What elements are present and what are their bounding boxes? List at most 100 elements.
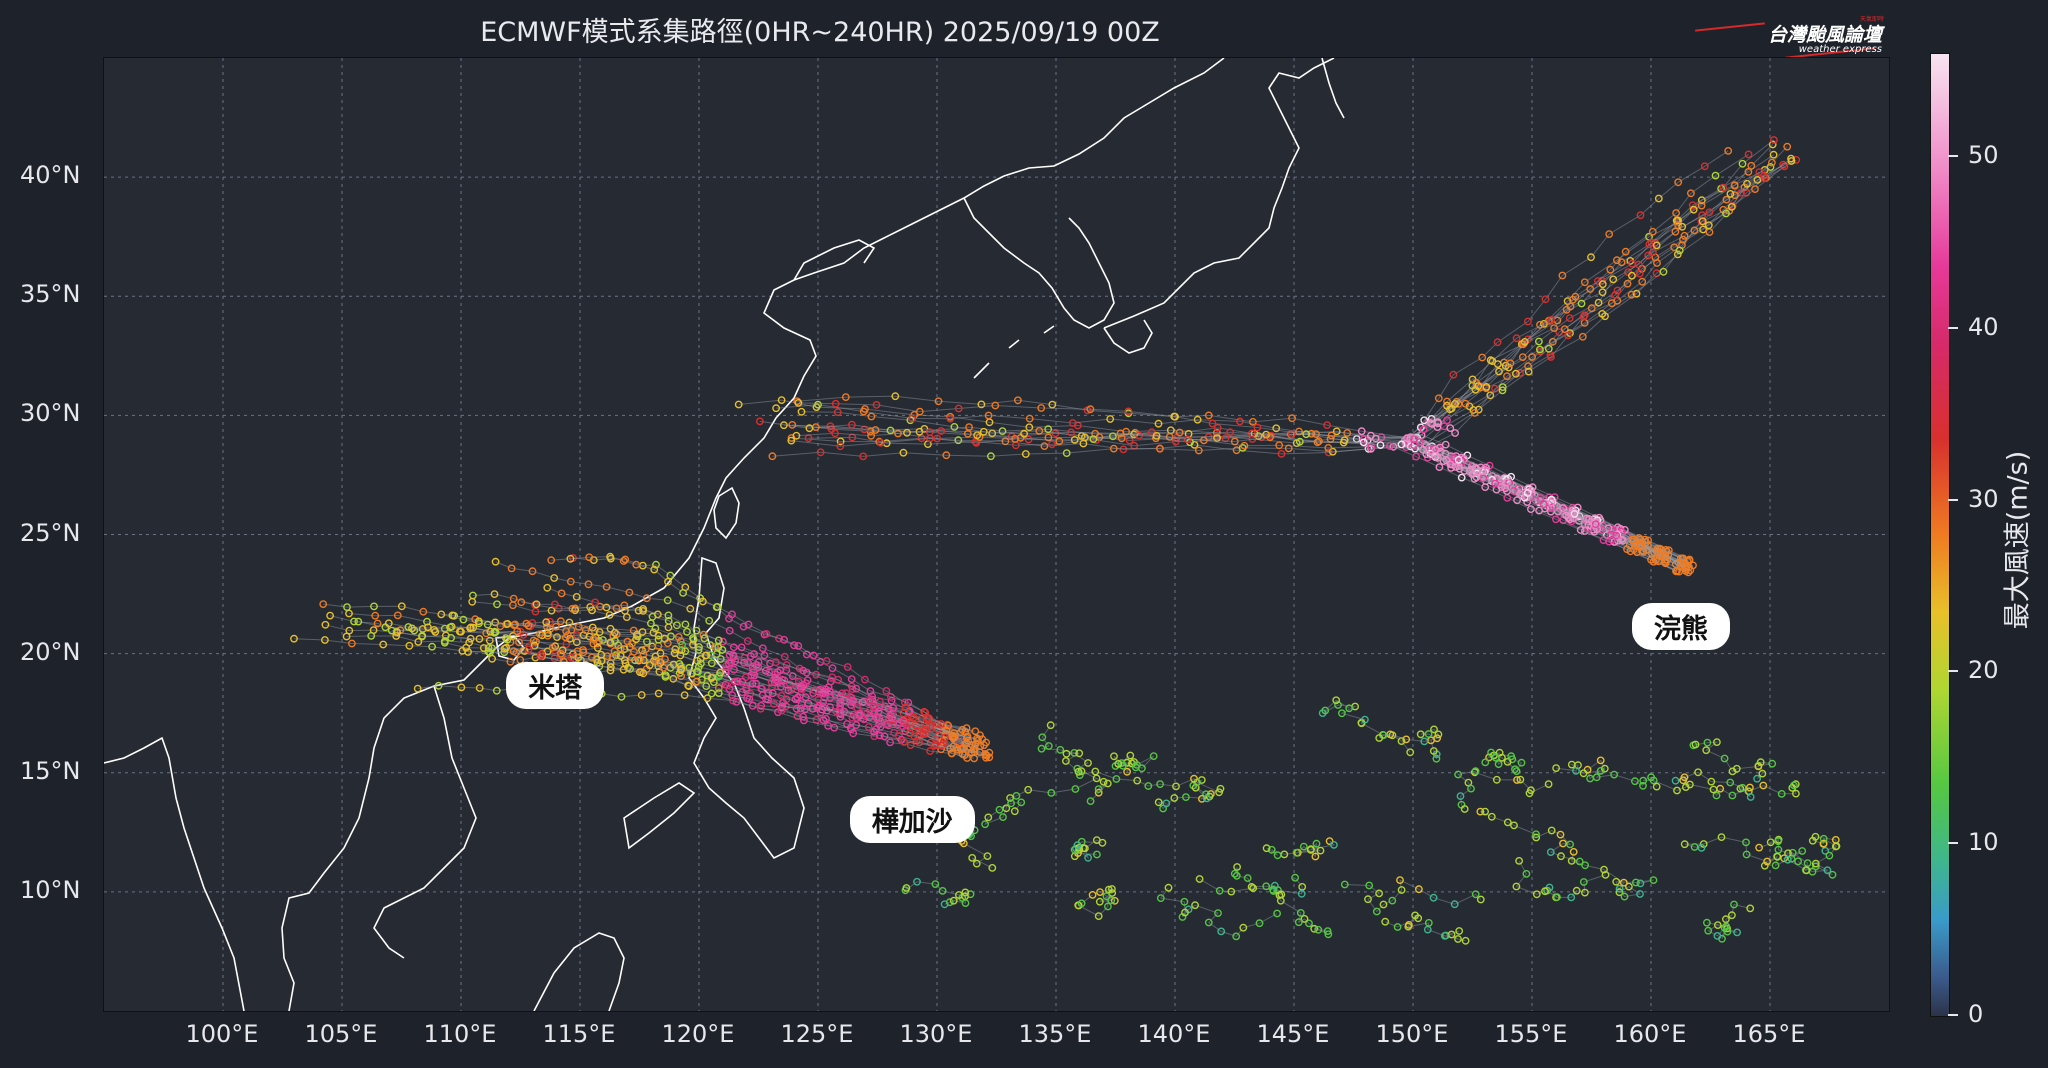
track-point	[954, 404, 963, 413]
logo-subtext: weather express	[1798, 44, 1882, 55]
track-point	[556, 649, 565, 658]
track-point	[1230, 437, 1239, 446]
track-point	[972, 438, 981, 447]
track-point	[1636, 890, 1644, 898]
track-point	[587, 653, 596, 662]
track-point	[707, 659, 716, 668]
track-point	[479, 644, 488, 652]
forum-logo: 天氣即時 台灣颱風論壇 weather express	[1685, 14, 1890, 59]
track-point	[1193, 415, 1202, 424]
track-point	[1024, 435, 1033, 444]
track-point	[1611, 291, 1620, 299]
track-point	[1712, 791, 1721, 800]
track-point	[962, 733, 971, 742]
track-point	[813, 703, 822, 712]
track-point	[1569, 848, 1578, 856]
lon-tick-label: 110°E	[423, 1020, 497, 1048]
track-point	[464, 648, 472, 656]
track-point	[1213, 423, 1222, 432]
track-point	[1104, 902, 1112, 911]
track-point	[1600, 764, 1609, 773]
track-point	[1403, 434, 1411, 443]
track-point	[1184, 429, 1193, 438]
track-point	[754, 658, 763, 666]
track-point	[1040, 442, 1049, 450]
track-point	[1755, 168, 1764, 177]
track-point	[938, 887, 947, 895]
track-point	[1486, 356, 1495, 365]
track-point	[1547, 353, 1555, 361]
track-point	[638, 646, 646, 655]
track-point	[1103, 779, 1112, 788]
track-point	[1422, 450, 1431, 458]
track-point	[593, 644, 602, 652]
track-point	[1397, 440, 1406, 449]
track-point	[1067, 428, 1075, 437]
track-point	[961, 899, 970, 907]
track-point	[1828, 870, 1837, 879]
track-line	[1113, 755, 1155, 774]
track-point	[1787, 854, 1796, 863]
track-point	[1619, 878, 1628, 887]
track-point	[1360, 435, 1368, 444]
track-point	[677, 646, 686, 654]
track-point	[903, 428, 911, 437]
track-point	[1753, 774, 1762, 783]
track-point	[979, 427, 988, 436]
track-point	[1755, 843, 1764, 852]
track-point	[1773, 852, 1782, 861]
track-point	[1746, 904, 1755, 913]
coastline-sakhalin	[1321, 58, 1345, 119]
track-point	[1424, 730, 1433, 738]
track-point	[482, 629, 491, 638]
track-point	[912, 722, 921, 731]
track-point	[723, 681, 732, 690]
track-point	[1226, 428, 1235, 437]
track-point	[501, 634, 510, 642]
track-point	[1586, 774, 1595, 783]
track-point	[894, 429, 902, 438]
track-point	[1478, 467, 1487, 475]
track-point	[1738, 783, 1747, 792]
track-line	[1234, 866, 1303, 896]
track-point	[793, 693, 802, 702]
track-point	[1420, 737, 1429, 746]
track-point	[1617, 258, 1626, 267]
track-point	[1808, 836, 1817, 845]
track-point	[1198, 795, 1206, 803]
track-point	[1620, 892, 1629, 901]
track-point	[1478, 353, 1487, 362]
track-point	[1730, 181, 1739, 190]
track-point	[1419, 425, 1428, 434]
track-point	[1819, 840, 1828, 848]
track-point	[1594, 298, 1603, 307]
track-point	[1325, 837, 1334, 845]
track-point	[1579, 878, 1588, 886]
track-point	[1763, 857, 1772, 866]
track-point	[591, 598, 599, 607]
track-point	[831, 690, 840, 699]
track-point	[801, 693, 810, 702]
track-point	[1568, 295, 1577, 304]
track-point	[880, 732, 889, 741]
track-point	[1288, 414, 1297, 423]
coastline-taiwan	[713, 486, 740, 540]
track-point	[1491, 753, 1500, 762]
track-point	[1454, 455, 1463, 464]
track-point	[981, 820, 989, 829]
track-point	[772, 404, 780, 413]
track-point	[326, 611, 335, 620]
colorbar	[1930, 53, 1950, 1017]
track-point	[1494, 760, 1503, 768]
track-point	[812, 670, 820, 679]
track-line	[1425, 166, 1771, 571]
track-point	[944, 721, 953, 730]
track-point	[947, 749, 956, 758]
track-point	[1232, 871, 1241, 880]
track-point	[958, 725, 967, 734]
track-point	[1495, 367, 1503, 376]
track-point	[1216, 784, 1225, 793]
track-point	[1581, 861, 1590, 870]
track-point	[1743, 179, 1751, 188]
track-point	[1580, 278, 1589, 287]
